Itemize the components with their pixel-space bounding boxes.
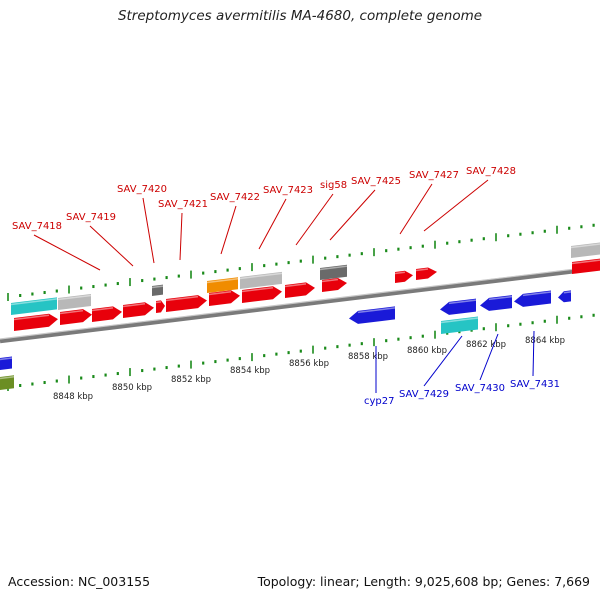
gene-arrow-highlight <box>321 278 339 283</box>
ruler-label: 8862 kbp <box>466 340 506 350</box>
gene-arrow-highlight <box>563 291 572 294</box>
gene-arrow <box>349 306 395 324</box>
ruler-label: 8852 kbp <box>171 375 211 385</box>
gene-arrow-highlight <box>394 271 405 275</box>
gene-label-leader <box>423 335 463 387</box>
gene-arrow <box>480 295 512 311</box>
gene-arrow <box>0 375 14 390</box>
feature-box-highlight <box>440 317 479 324</box>
gene-arrow <box>166 295 207 312</box>
genome-backbone-highlight <box>0 265 600 340</box>
gene-label-upper: SAV_7427 <box>409 170 459 181</box>
gene-arrow <box>156 300 165 313</box>
feature-box <box>58 293 91 310</box>
gene-label-upper: SAV_7418 <box>12 221 62 232</box>
ruler-label: 8864 kbp <box>525 336 565 346</box>
gene-label-upper: SAV_7420 <box>117 184 167 195</box>
feature-box-highlight <box>57 294 92 301</box>
gene-arrow <box>558 290 571 303</box>
ruler-label: 8858 kbp <box>348 352 388 362</box>
feature-box-highlight <box>206 277 239 284</box>
gene-label-leader <box>89 225 134 267</box>
gene-arrow <box>242 286 282 303</box>
gene-label-lower: SAV_7431 <box>510 379 560 390</box>
gene-label-upper: SAV_7421 <box>158 199 208 210</box>
genome-backbone <box>0 265 600 344</box>
gene-arrow-highlight <box>155 301 162 304</box>
gene-arrow-highlight <box>0 357 13 361</box>
gene-label-leader <box>329 189 376 241</box>
gene-label-leader <box>220 205 237 255</box>
gene-arrow <box>440 298 476 315</box>
feature-box-highlight <box>319 265 348 271</box>
gene-arrow <box>572 258 600 274</box>
genome-title: Streptomyces avermitilis MA-4680, comple… <box>117 8 483 24</box>
gene-label-lower: SAV_7430 <box>455 383 505 394</box>
gene-label-leader <box>399 183 433 235</box>
feature-box <box>152 284 163 296</box>
gene-label-upper: sig58 <box>320 180 347 191</box>
gene-label-leader <box>179 212 183 261</box>
gene-arrow <box>14 313 58 331</box>
gene-arrow-highlight <box>448 299 477 305</box>
accession-text: Accession: NC_003155 <box>8 574 151 589</box>
feature-box <box>320 264 347 280</box>
gene-arrow <box>514 290 551 307</box>
feature-box <box>240 271 282 289</box>
gene-label-upper: SAV_7422 <box>210 192 260 203</box>
gene-arrow-highlight <box>522 291 552 297</box>
feature-box <box>441 316 478 334</box>
gene-label-upper: SAV_7423 <box>263 185 313 196</box>
gene-arrow-highlight <box>0 376 15 380</box>
gene-arrow <box>0 356 12 370</box>
gene-label-upper: SAV_7428 <box>466 166 516 177</box>
gene-arrow-highlight <box>415 268 429 272</box>
gene-arrow-highlight <box>91 307 114 312</box>
gene-arrow <box>285 282 315 298</box>
gene-arrow <box>60 309 92 325</box>
gene-arrow <box>416 267 437 280</box>
gene-arrow-highlight <box>59 309 84 315</box>
feature-box-highlight <box>151 285 164 289</box>
gene-arrow <box>322 278 347 292</box>
gene-arrow-highlight <box>571 259 600 265</box>
feature-box <box>11 297 57 315</box>
gene-arrow-highlight <box>122 303 146 308</box>
feature-box-highlight <box>239 272 283 280</box>
gene-label-upper: SAV_7425 <box>351 176 401 187</box>
gene-label-leader <box>532 330 535 377</box>
gene-label-lower: SAV_7429 <box>399 389 449 400</box>
feature-box-highlight <box>10 298 58 306</box>
gene-label-leader <box>479 333 499 381</box>
feature-box-highlight <box>570 243 600 249</box>
gene-label-leader <box>142 197 155 264</box>
ruler-label: 8860 kbp <box>407 346 447 356</box>
ruler-label: 8850 kbp <box>112 383 152 393</box>
genome-stats-text: Topology: linear; Length: 9,025,608 bp; … <box>257 574 590 589</box>
ruler-label: 8856 kbp <box>289 359 329 369</box>
gene-arrow <box>92 306 122 322</box>
ruler-label: 8848 kbp <box>53 392 93 402</box>
gene-arrow-highlight <box>284 283 307 288</box>
gene-arrow <box>395 270 413 283</box>
gene-label-lower: cyp27 <box>364 396 395 407</box>
gene-arrow-highlight <box>165 295 199 302</box>
gene-label-leader <box>295 193 334 246</box>
gene-arrow <box>123 302 154 318</box>
gene-arrow <box>209 290 240 306</box>
gene-arrow-highlight <box>241 286 274 293</box>
gene-arrow-highlight <box>13 314 50 321</box>
gene-label-upper: SAV_7419 <box>66 212 116 223</box>
gene-arrow-highlight <box>357 307 396 314</box>
gene-label-leader <box>423 179 489 232</box>
ruler-label: 8854 kbp <box>230 366 270 376</box>
gene-arrow-highlight <box>208 291 232 296</box>
gene-label-leader <box>258 198 287 250</box>
gene-arrow-highlight <box>488 295 513 301</box>
feature-box <box>207 277 238 293</box>
feature-box <box>571 242 600 258</box>
gene-label-leader <box>33 234 101 271</box>
